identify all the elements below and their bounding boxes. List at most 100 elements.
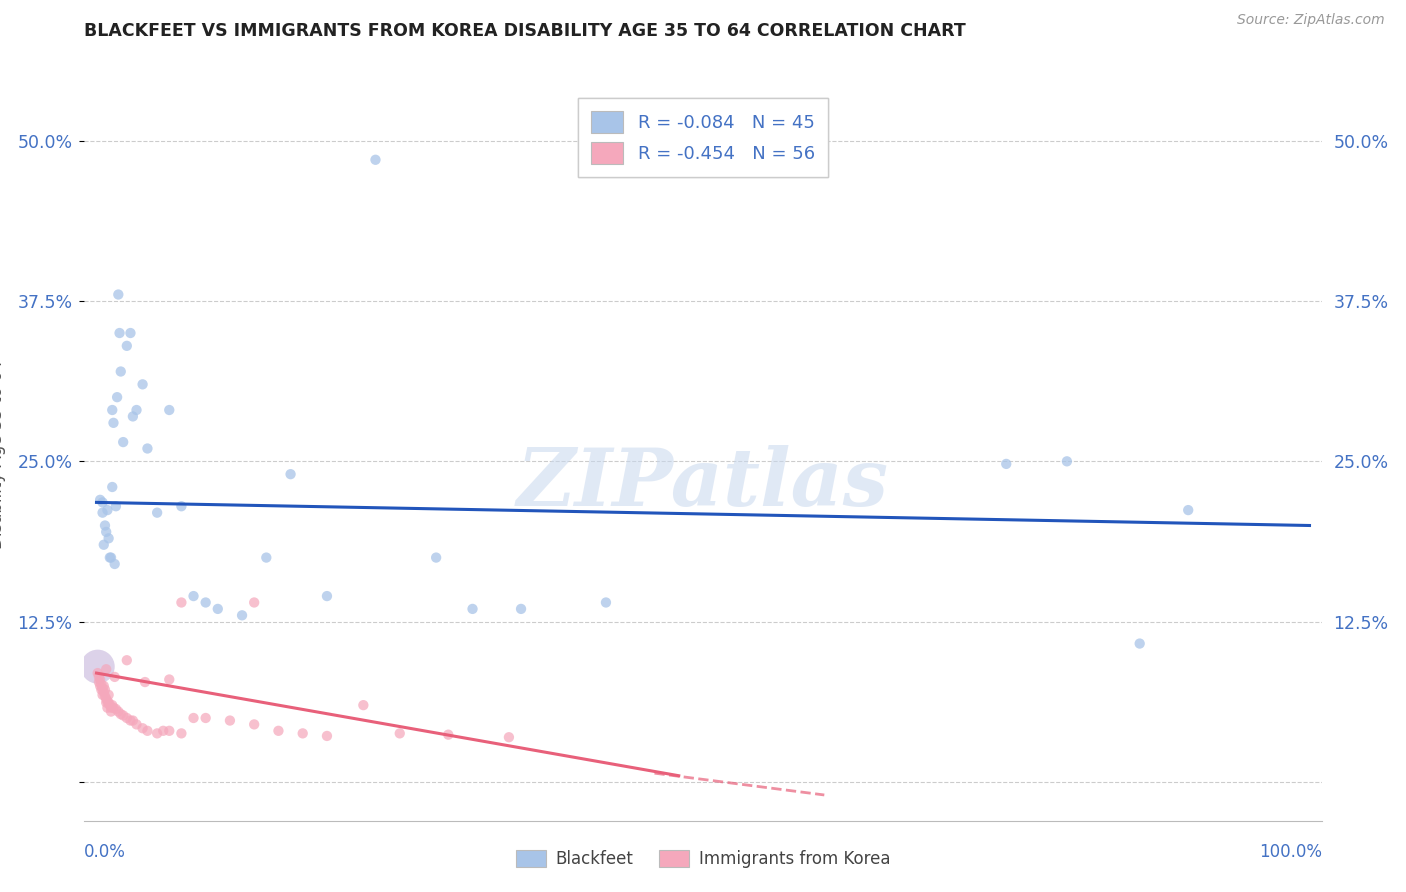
Point	[96, 691, 118, 706]
Point	[96, 524, 118, 539]
Point	[107, 287, 129, 301]
Point	[207, 602, 229, 616]
Point	[91, 681, 114, 696]
Point	[595, 595, 617, 609]
Point	[316, 589, 339, 603]
Text: BLACKFEET VS IMMIGRANTS FROM KOREA DISABILITY AGE 35 TO 64 CORRELATION CHART: BLACKFEET VS IMMIGRANTS FROM KOREA DISAB…	[84, 22, 966, 40]
Point	[115, 339, 138, 353]
Point	[170, 726, 193, 740]
Legend: R = -0.084   N = 45, R = -0.454   N = 56: R = -0.084 N = 45, R = -0.454 N = 56	[578, 98, 828, 177]
Point	[104, 670, 127, 684]
Point	[112, 435, 135, 450]
Point	[86, 659, 108, 673]
Point	[352, 698, 374, 713]
Point	[146, 506, 169, 520]
Point	[120, 326, 142, 340]
Point	[101, 480, 124, 494]
Point	[170, 500, 193, 514]
Point	[267, 723, 290, 738]
Point	[316, 729, 339, 743]
Point	[157, 673, 180, 687]
Point	[86, 666, 108, 681]
Point	[97, 696, 120, 710]
Point	[1177, 503, 1199, 517]
Point	[100, 550, 122, 565]
Point	[91, 506, 114, 520]
Point	[146, 726, 169, 740]
Point	[103, 700, 125, 714]
Point	[100, 705, 122, 719]
Point	[364, 153, 387, 167]
Point	[98, 550, 121, 565]
Point	[498, 730, 520, 744]
Point	[101, 698, 124, 713]
Point	[120, 714, 142, 728]
Point	[125, 403, 148, 417]
Point	[134, 675, 156, 690]
Point	[105, 390, 128, 404]
Point	[388, 726, 411, 740]
Point	[87, 670, 110, 684]
Point	[136, 442, 159, 456]
Point	[157, 723, 180, 738]
Point	[90, 678, 112, 692]
Point	[291, 726, 314, 740]
Text: 0.0%: 0.0%	[84, 843, 127, 861]
Text: 100.0%: 100.0%	[1258, 843, 1322, 861]
Point	[93, 685, 115, 699]
Point	[96, 694, 118, 708]
Y-axis label: Disability Age 35 to 64: Disability Age 35 to 64	[0, 360, 6, 549]
Point	[1129, 636, 1152, 650]
Point	[89, 679, 111, 693]
Point	[112, 708, 135, 723]
Point	[93, 538, 115, 552]
Point	[104, 557, 127, 571]
Point	[91, 495, 114, 509]
Point	[122, 714, 145, 728]
Point	[115, 653, 138, 667]
Point	[93, 679, 115, 693]
Point	[425, 550, 447, 565]
Point	[194, 595, 217, 609]
Point	[157, 403, 180, 417]
Point	[97, 688, 120, 702]
Point	[510, 602, 533, 616]
Point	[101, 403, 124, 417]
Point	[96, 696, 118, 710]
Point	[96, 700, 118, 714]
Point	[243, 595, 266, 609]
Point	[1056, 454, 1078, 468]
Point	[995, 457, 1018, 471]
Point	[100, 700, 122, 714]
Point	[110, 707, 132, 722]
Point	[461, 602, 484, 616]
Point	[96, 662, 118, 676]
Point	[104, 702, 127, 716]
Point	[194, 711, 217, 725]
Point	[243, 717, 266, 731]
Point	[108, 326, 131, 340]
Text: ZIPatlas: ZIPatlas	[517, 445, 889, 523]
Point	[89, 673, 111, 687]
Point	[152, 723, 174, 738]
Point	[97, 532, 120, 546]
Point	[183, 711, 205, 725]
Point	[103, 416, 125, 430]
Point	[131, 721, 153, 735]
Point	[107, 705, 129, 719]
Point	[87, 675, 110, 690]
Point	[280, 467, 302, 482]
Point	[131, 377, 153, 392]
Point	[94, 682, 117, 697]
Point	[254, 550, 277, 565]
Point	[125, 717, 148, 731]
Point	[122, 409, 145, 424]
Legend: Blackfeet, Immigrants from Korea: Blackfeet, Immigrants from Korea	[509, 843, 897, 875]
Point	[437, 728, 460, 742]
Point	[183, 589, 205, 603]
Point	[219, 714, 242, 728]
Point	[98, 698, 121, 713]
Text: Source: ZipAtlas.com: Source: ZipAtlas.com	[1237, 13, 1385, 28]
Point	[94, 689, 117, 703]
Point	[96, 503, 118, 517]
